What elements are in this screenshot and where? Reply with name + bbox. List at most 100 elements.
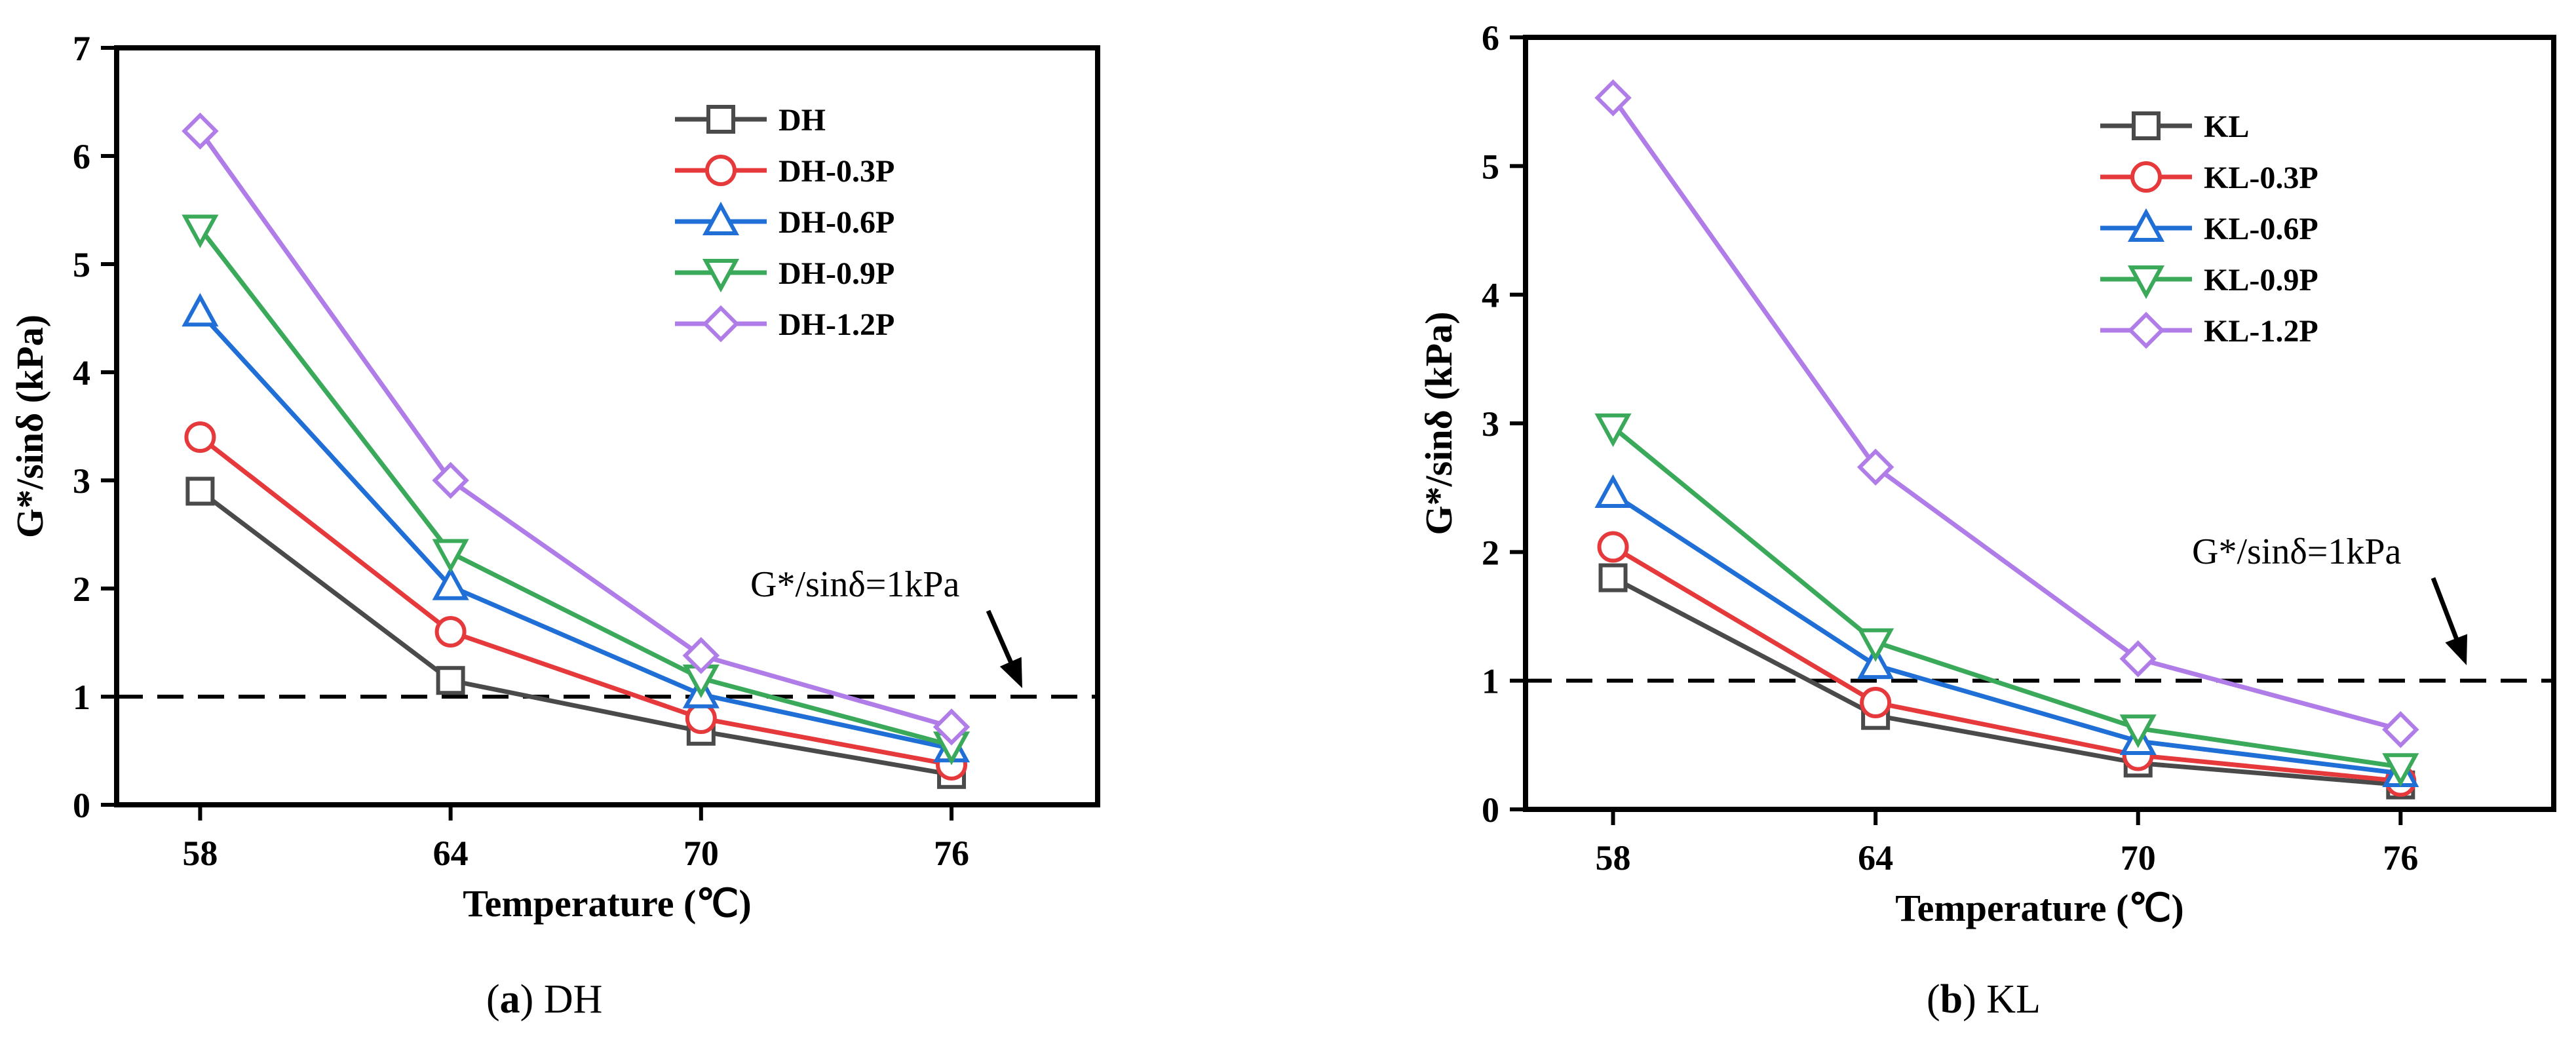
annotation-arrow-head — [999, 657, 1022, 688]
x-tick-label: 70 — [683, 834, 719, 873]
data-point — [1598, 563, 1628, 592]
series-DH-0.9P — [182, 214, 971, 765]
caption-b-label: b — [1940, 977, 1963, 1022]
series-KL — [1598, 563, 2415, 800]
data-point — [2119, 714, 2157, 748]
legend-marker — [702, 259, 740, 293]
series-line — [1611, 96, 2402, 732]
y-tick-label: 6 — [1482, 18, 1499, 58]
annotation-arrow-head — [2445, 634, 2468, 665]
data-point — [1857, 645, 1894, 680]
y-tick-label: 5 — [73, 245, 90, 284]
y-tick-label: 3 — [1482, 404, 1499, 444]
series-line — [198, 311, 952, 751]
y-tick-label: 6 — [73, 137, 90, 176]
y-axis-title: G*/sinδ (kPa) — [9, 315, 51, 538]
chart-b: 0 1 2 3 4 5 6 58 64 70 76 Temperature (℃) G*/sinδ (k… — [1417, 18, 2556, 929]
y-tick-label: 0 — [73, 786, 90, 825]
legend-label: KL-0.3P — [2204, 161, 2318, 195]
legend-marker — [2130, 161, 2162, 193]
y-tick-label: 4 — [1482, 276, 1499, 315]
series-line — [1611, 575, 2401, 788]
y-tick-label: 4 — [73, 353, 90, 393]
series-line — [1611, 492, 2401, 776]
legend-entry: DH-1.2P — [675, 305, 894, 343]
y-tick-label: 5 — [1482, 147, 1499, 186]
caption-a: (a) DH — [486, 977, 603, 1022]
caption-a-name: DH — [543, 977, 603, 1022]
data-point — [1594, 474, 1632, 508]
legend-label: KL-0.6P — [2204, 212, 2318, 246]
series-line — [198, 227, 952, 748]
x-tick-label: 58 — [1596, 838, 1631, 878]
legend-label: KL — [2204, 109, 2249, 144]
data-point — [182, 112, 219, 150]
data-point — [2382, 711, 2419, 748]
data-point — [1856, 448, 1894, 486]
data-point — [434, 616, 467, 648]
data-point — [1857, 628, 1894, 663]
legend: KL KL-0.3P KL-0.6P KL-0.9P KL-1.2P — [2100, 109, 2318, 349]
legend-marker — [2127, 265, 2165, 300]
legend-entry: KL-0.9P — [2100, 263, 2318, 300]
legend-marker — [2127, 208, 2165, 242]
legend-label: DH-0.3P — [779, 154, 894, 189]
y-tick-label: 0 — [1482, 790, 1499, 830]
legend-label: KL-1.2P — [2204, 314, 2318, 349]
x-axis-title: Temperature (℃) — [1895, 887, 2183, 929]
legend-label: DH-0.9P — [779, 256, 894, 291]
data-point — [185, 476, 215, 506]
legend-entry: DH-0.6P — [675, 201, 894, 240]
series-line — [198, 130, 952, 729]
legend-entry: DH — [675, 103, 826, 138]
data-point — [432, 539, 469, 573]
y-tick-label: 1 — [73, 678, 90, 717]
series-line — [199, 435, 952, 767]
x-tick-label: 70 — [2121, 838, 2156, 878]
series-DH — [185, 476, 967, 789]
y-tick-label: 3 — [73, 461, 90, 501]
caption-b: (b) KL — [1927, 977, 2041, 1022]
y-tick-label: 7 — [73, 29, 90, 68]
legend: DH DH-0.3P DH-0.6P DH-0.9P DH-1.2P — [675, 103, 894, 343]
data-point — [1594, 413, 1632, 448]
series-line — [1611, 425, 2401, 769]
x-tick-label: 58 — [182, 834, 218, 873]
legend-entry: KL — [2100, 109, 2249, 144]
y-tick-label: 2 — [1482, 533, 1499, 572]
y-tick-label: 2 — [73, 570, 90, 609]
series-KL-0.6P — [1594, 474, 2419, 788]
legend-label: DH-1.2P — [779, 307, 894, 342]
legend-label: DH-0.6P — [779, 205, 894, 240]
x-axis-title: Temperature (℃) — [463, 882, 751, 925]
y-tick-label: 1 — [1482, 662, 1499, 701]
x-tick-label: 64 — [1858, 838, 1893, 878]
x-tick-label: 76 — [2383, 838, 2418, 878]
data-point — [2119, 640, 2157, 678]
y-axis-title: G*/sinδ (kPa) — [1417, 311, 1460, 535]
data-point — [182, 293, 219, 327]
data-point — [1860, 687, 1892, 719]
legend-label: DH — [779, 103, 826, 138]
legend-marker — [2127, 311, 2165, 349]
series-line — [199, 489, 952, 777]
chart-a: 0 1 2 3 4 5 6 7 58 64 70 76 Temperature (℃) G*/sinδ (… — [9, 29, 1100, 925]
data-point — [432, 461, 469, 499]
legend-entry: KL-0.3P — [2100, 161, 2318, 195]
legend-entry: DH-0.9P — [675, 256, 894, 293]
legend-marker — [705, 155, 737, 186]
data-point — [682, 637, 720, 674]
series-KL-1.2P — [1594, 79, 2419, 748]
reference-annotation: G*/sinδ=1kPa — [750, 564, 959, 605]
data-point — [184, 421, 216, 453]
caption-b-name: KL — [1986, 977, 2041, 1022]
series-DH-0.6P — [182, 293, 971, 763]
data-point — [1597, 531, 1629, 563]
legend-marker — [702, 201, 740, 235]
series-line — [1611, 545, 2401, 784]
data-point — [2382, 753, 2419, 787]
legend-entry: KL-1.2P — [2100, 311, 2318, 349]
x-tick-label: 76 — [934, 834, 969, 873]
legend-marker — [702, 305, 740, 343]
